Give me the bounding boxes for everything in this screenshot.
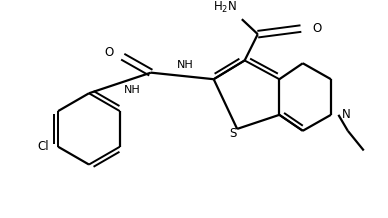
Text: NH: NH	[124, 85, 140, 95]
Text: O: O	[312, 22, 321, 35]
Text: S: S	[229, 127, 236, 140]
Text: O: O	[104, 46, 113, 58]
Text: H$_2$N: H$_2$N	[213, 0, 237, 15]
Text: N: N	[342, 108, 351, 121]
Text: NH: NH	[177, 60, 194, 70]
Text: Cl: Cl	[37, 140, 49, 153]
